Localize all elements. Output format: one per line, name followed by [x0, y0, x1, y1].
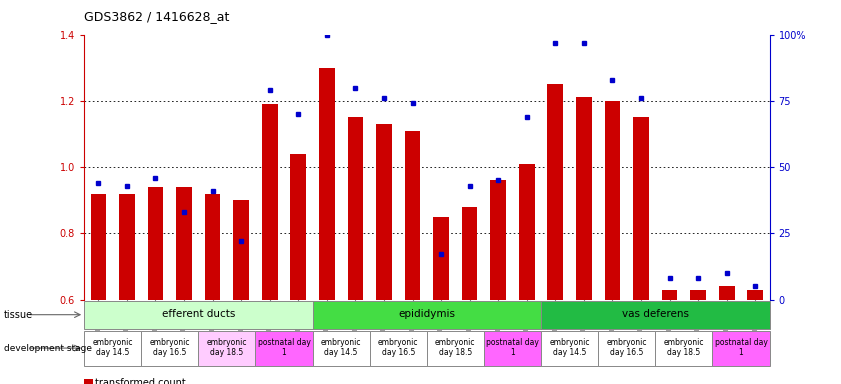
- Bar: [177, 187, 192, 300]
- Text: efferent ducts: efferent ducts: [161, 309, 235, 319]
- Bar: [290, 154, 306, 300]
- Bar: [313, 331, 370, 366]
- Bar: [576, 98, 592, 300]
- Bar: [712, 331, 770, 366]
- Text: transformed count: transformed count: [95, 378, 186, 384]
- Bar: [719, 286, 734, 300]
- Text: embryonic
day 16.5: embryonic day 16.5: [378, 338, 419, 357]
- Text: postnatal day
1: postnatal day 1: [257, 338, 310, 357]
- Text: development stage: development stage: [4, 344, 93, 353]
- Text: embryonic
day 14.5: embryonic day 14.5: [321, 338, 362, 357]
- Bar: [370, 331, 426, 366]
- Text: epididymis: epididymis: [399, 309, 455, 319]
- Bar: [233, 200, 249, 300]
- Bar: [633, 118, 649, 300]
- Bar: [84, 331, 141, 366]
- Bar: [141, 331, 198, 366]
- Bar: [84, 301, 313, 328]
- Bar: [490, 180, 506, 300]
- Text: GDS3862 / 1416628_at: GDS3862 / 1416628_at: [84, 10, 230, 23]
- Bar: [198, 331, 256, 366]
- Bar: [256, 331, 313, 366]
- Text: vas deferens: vas deferens: [621, 309, 689, 319]
- Bar: [313, 301, 541, 328]
- Bar: [690, 290, 706, 300]
- Text: embryonic
day 16.5: embryonic day 16.5: [150, 338, 190, 357]
- Bar: [319, 68, 335, 300]
- Text: embryonic
day 14.5: embryonic day 14.5: [93, 338, 133, 357]
- Bar: [405, 131, 420, 300]
- Bar: [426, 331, 484, 366]
- Bar: [655, 331, 712, 366]
- Bar: [91, 194, 106, 300]
- Text: embryonic
day 18.5: embryonic day 18.5: [207, 338, 247, 357]
- Bar: [484, 331, 541, 366]
- Text: tissue: tissue: [4, 310, 34, 320]
- Text: postnatal day
1: postnatal day 1: [715, 338, 767, 357]
- Text: embryonic
day 14.5: embryonic day 14.5: [549, 338, 590, 357]
- Bar: [598, 331, 655, 366]
- Bar: [433, 217, 449, 300]
- Bar: [347, 118, 363, 300]
- Bar: [376, 124, 392, 300]
- Bar: [148, 187, 163, 300]
- Bar: [541, 331, 598, 366]
- Bar: [541, 301, 770, 328]
- Text: embryonic
day 16.5: embryonic day 16.5: [606, 338, 647, 357]
- Bar: [462, 207, 478, 300]
- Bar: [262, 104, 278, 300]
- Bar: [547, 84, 563, 300]
- Bar: [119, 194, 135, 300]
- Text: embryonic
day 18.5: embryonic day 18.5: [664, 338, 704, 357]
- Bar: [519, 164, 535, 300]
- Text: postnatal day
1: postnatal day 1: [486, 338, 539, 357]
- Text: embryonic
day 18.5: embryonic day 18.5: [435, 338, 476, 357]
- Bar: [662, 290, 677, 300]
- Bar: [204, 194, 220, 300]
- Bar: [605, 101, 621, 300]
- Bar: [748, 290, 763, 300]
